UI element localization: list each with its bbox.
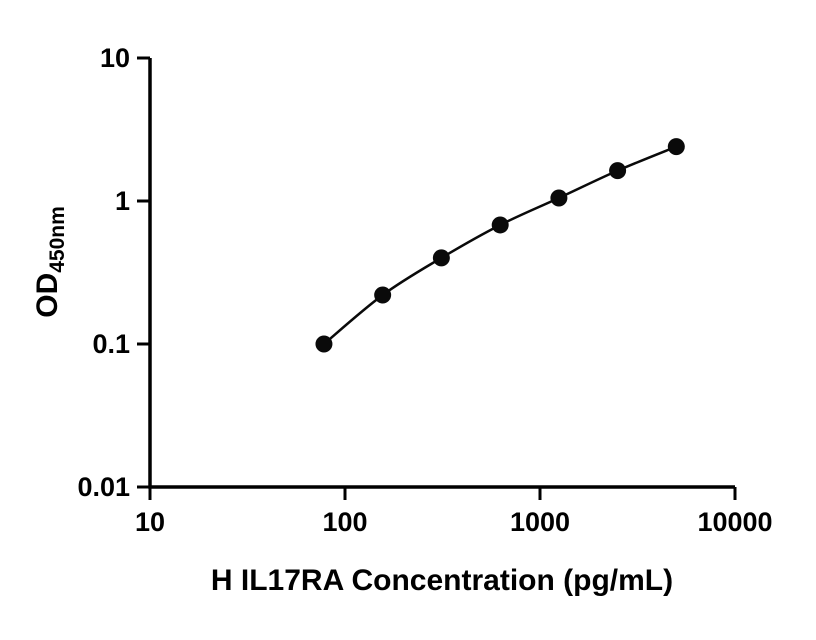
x-tick-label: 10	[135, 507, 165, 537]
axis-tick-labels: 10 100 1000 10000 0.01 0.1 1 10	[77, 43, 772, 537]
y-tick-label: 0.1	[92, 329, 130, 359]
y-axis-label-main: OD	[31, 273, 64, 318]
x-tick-label: 1000	[510, 507, 570, 537]
svg-text:OD450nm: OD450nm	[31, 206, 69, 318]
y-axis-label: OD450nm	[31, 206, 69, 318]
x-axis-label: H IL17RA Concentration (pg/mL)	[211, 564, 673, 597]
data-point	[609, 162, 627, 180]
data-point	[315, 335, 333, 353]
axis-ticks	[137, 56, 737, 500]
data-point	[491, 216, 509, 234]
data-point	[432, 249, 450, 267]
y-tick-label: 0.01	[77, 472, 130, 502]
y-tick-label: 1	[115, 186, 130, 216]
x-tick-label: 10000	[697, 507, 772, 537]
y-axis-label-subscript: 450nm	[46, 206, 69, 273]
y-tick-label: 10	[100, 43, 130, 73]
data-point	[550, 189, 568, 207]
data-point	[667, 138, 685, 156]
x-tick-label: 100	[322, 507, 367, 537]
data-point	[374, 286, 392, 304]
axis-spines	[148, 58, 735, 489]
data-series	[315, 138, 685, 353]
